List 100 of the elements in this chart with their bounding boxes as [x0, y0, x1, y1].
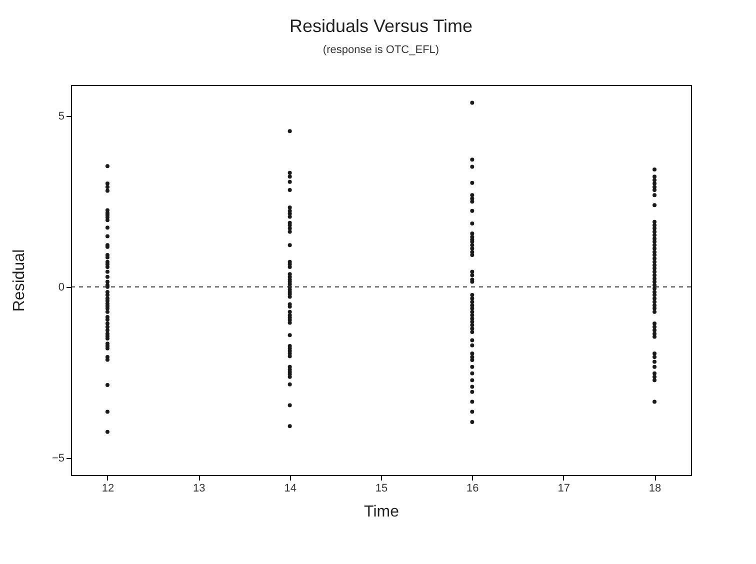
point: [470, 253, 474, 258]
point: [652, 400, 657, 404]
point: [470, 400, 474, 404]
point: [288, 382, 292, 386]
point: [288, 243, 292, 248]
point: [470, 338, 474, 342]
point: [652, 270, 657, 274]
point: [105, 383, 110, 388]
point: [288, 320, 292, 325]
point: [470, 200, 474, 204]
point: [288, 304, 292, 309]
point: [105, 280, 110, 284]
point: [470, 420, 474, 424]
point: [470, 208, 474, 213]
point: [470, 158, 474, 162]
point: [652, 354, 657, 359]
point: [105, 321, 110, 326]
point: [652, 174, 657, 179]
point: [470, 326, 474, 331]
point: [652, 332, 657, 336]
point: [652, 193, 657, 198]
point: [288, 174, 292, 179]
point: [288, 265, 292, 269]
point: [470, 231, 474, 236]
point: [652, 240, 657, 244]
point: [105, 226, 110, 230]
point: [652, 374, 657, 379]
point: [105, 270, 110, 274]
chart-subtitle: (response is OTC_EFL): [322, 44, 440, 56]
y-tick-label: −5: [52, 452, 64, 464]
point: [470, 390, 474, 394]
point: [288, 294, 292, 299]
x-tick-label: 17: [558, 482, 570, 494]
point: [288, 214, 292, 219]
point: [288, 129, 292, 134]
point: [105, 274, 110, 279]
point: [470, 100, 474, 105]
point: [652, 168, 657, 172]
point: [105, 318, 110, 322]
point: [652, 230, 657, 234]
point: [652, 352, 657, 356]
point: [288, 310, 292, 314]
point: [288, 333, 292, 338]
x-tick-label: 14: [284, 482, 296, 494]
point: [470, 313, 474, 318]
point: [470, 246, 474, 251]
point: [288, 424, 292, 428]
point: [652, 371, 657, 376]
point: [470, 180, 474, 185]
point: [652, 360, 657, 364]
point: [470, 273, 474, 278]
point: [652, 260, 657, 264]
point: [652, 182, 657, 186]
point: [470, 310, 474, 314]
x-tick-label: 18: [648, 482, 662, 494]
point: [288, 170, 292, 175]
point: [652, 296, 657, 300]
point: [105, 188, 110, 193]
point: [652, 188, 657, 192]
point: [470, 358, 474, 362]
point: [652, 233, 657, 238]
point: [470, 320, 474, 324]
point: [652, 256, 657, 260]
point: [105, 410, 110, 414]
x-tick-label: 15: [375, 482, 388, 494]
point: [652, 273, 657, 278]
point: [105, 182, 110, 186]
point: [652, 364, 657, 369]
point: [652, 286, 657, 291]
point: [288, 354, 292, 358]
point: [652, 310, 657, 314]
point: [105, 164, 110, 168]
x-axis-title: Time: [364, 504, 400, 520]
point: [652, 246, 657, 251]
point: [652, 324, 657, 329]
point: [652, 378, 657, 382]
point: [652, 266, 657, 270]
point: [288, 212, 292, 216]
point: [105, 310, 110, 314]
x-tick-label: 12: [102, 482, 114, 494]
point: [652, 328, 657, 332]
point: [105, 293, 110, 298]
point: [288, 188, 292, 192]
point: [105, 265, 110, 269]
y-tick-label: 0: [58, 281, 64, 294]
point: [470, 222, 474, 226]
point: [288, 403, 292, 408]
point: [470, 364, 474, 369]
point: [652, 178, 657, 182]
point: [470, 410, 474, 414]
point: [470, 243, 474, 248]
point: [470, 193, 474, 198]
point: [288, 230, 292, 234]
point: [652, 334, 657, 339]
x-tick-label: 13: [193, 482, 206, 494]
point: [288, 374, 292, 379]
point: [652, 203, 657, 208]
point: [470, 316, 474, 321]
y-tick-label: 5: [58, 110, 64, 122]
point: [288, 205, 292, 210]
